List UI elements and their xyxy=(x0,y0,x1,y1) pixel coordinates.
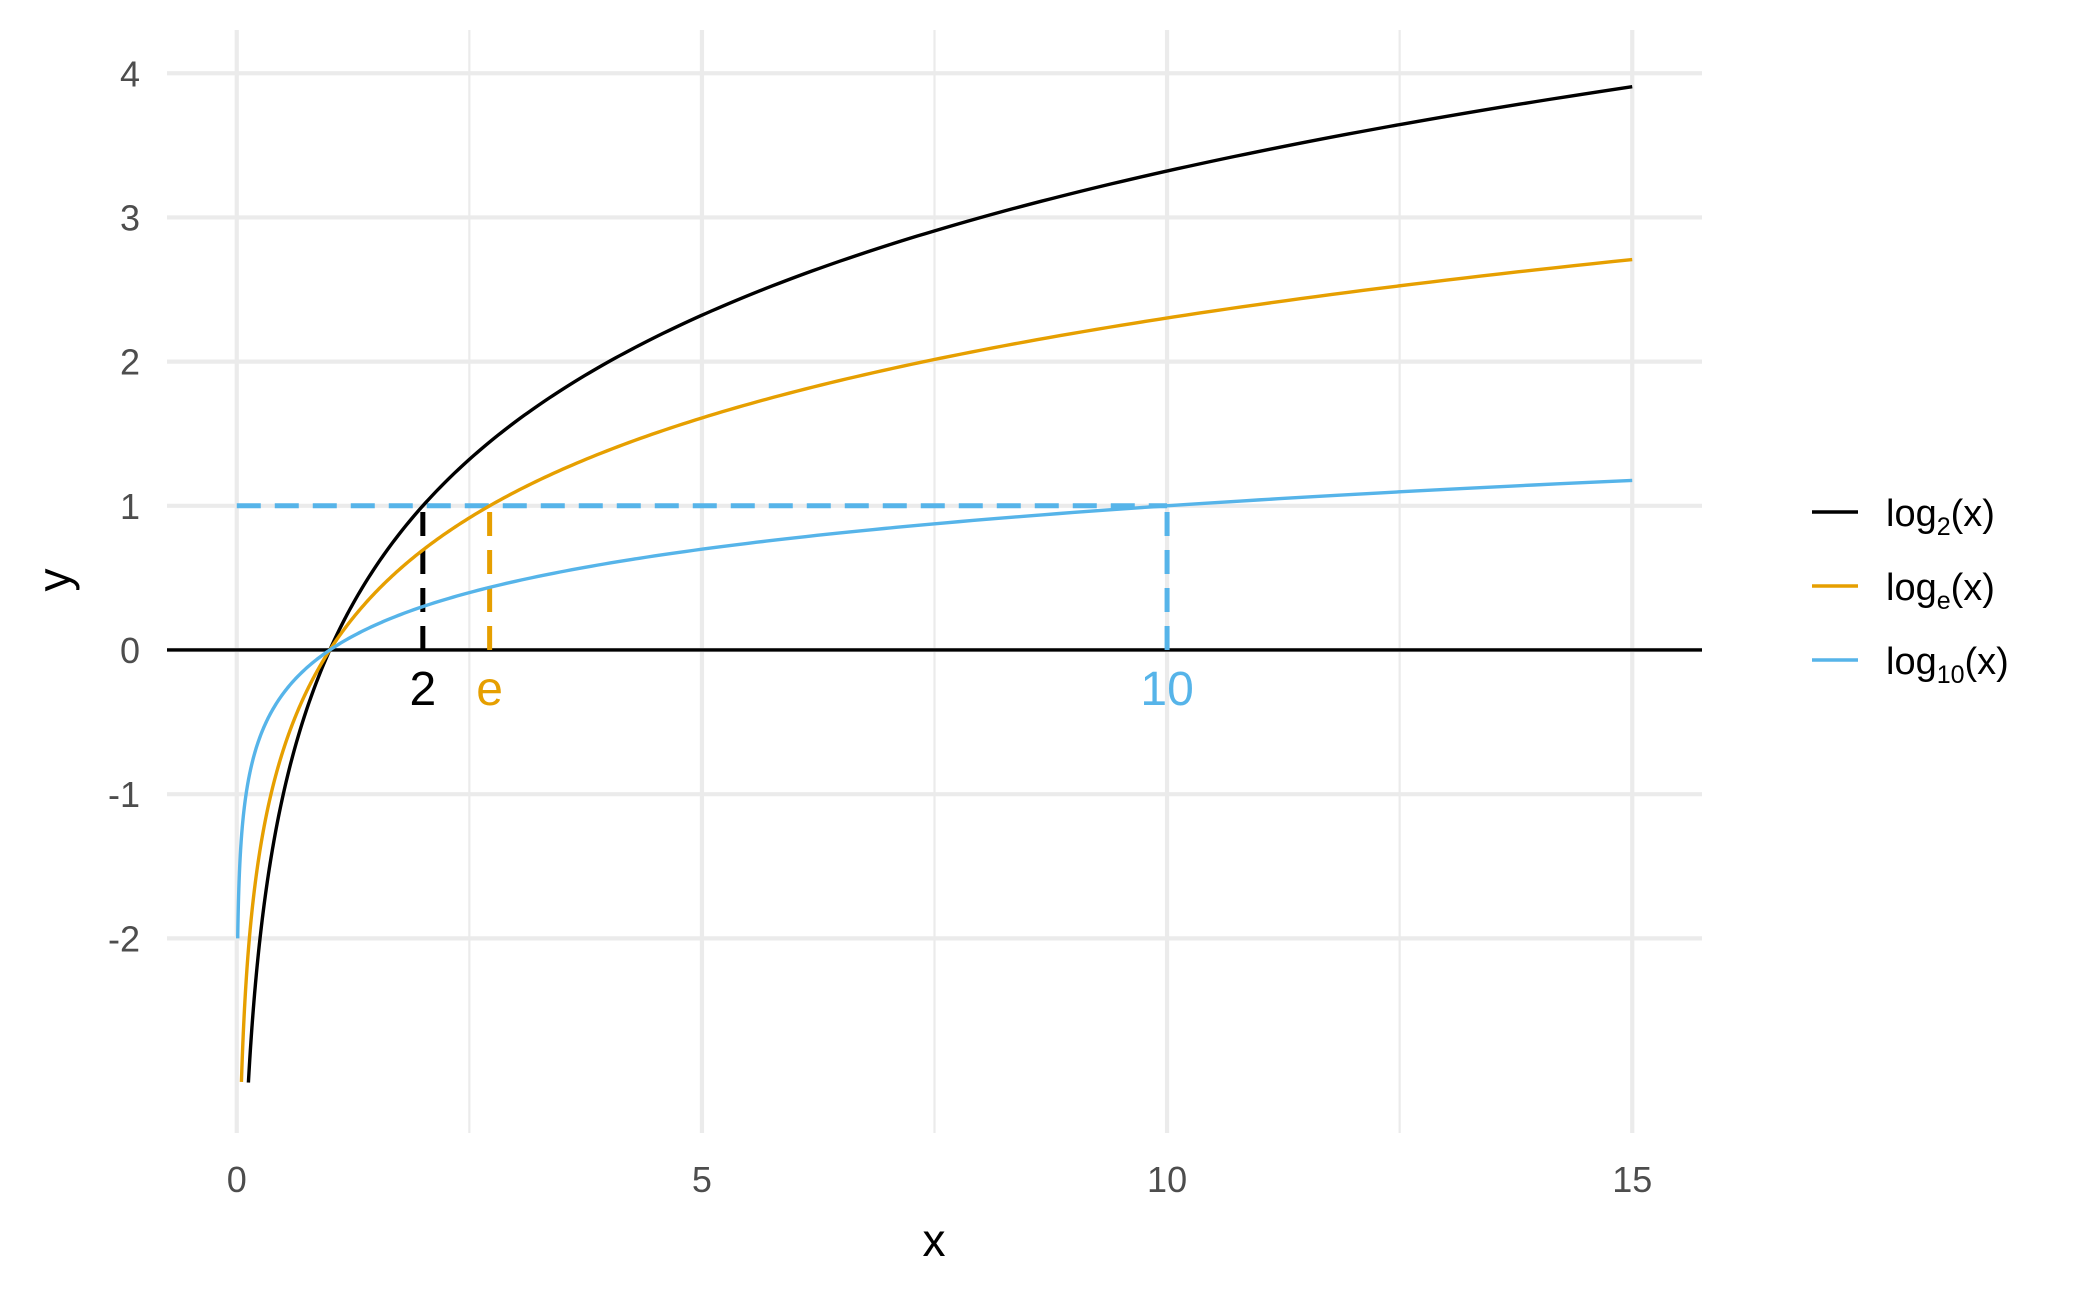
y-tick-label: 1 xyxy=(120,486,140,527)
y-tick-label: -1 xyxy=(108,774,140,815)
tick-labels: 0 5 10 15 -2 -1 0 1 2 3 4 xyxy=(108,53,1652,1200)
x-tick-label: 0 xyxy=(227,1159,247,1200)
legend-label: log10(x) xyxy=(1886,641,2009,689)
x-axis-title: x xyxy=(923,1214,946,1266)
legend: log2(x) loge(x) log10(x) xyxy=(1812,493,2009,689)
y-tick-label: 3 xyxy=(120,197,140,238)
x-tick-label: 15 xyxy=(1612,1159,1652,1200)
y-tick-label: 0 xyxy=(120,630,140,671)
reference-lines xyxy=(167,503,1702,652)
y-tick-label: -2 xyxy=(108,918,140,959)
legend-label: loge(x) xyxy=(1886,567,1995,615)
legend-label: log2(x) xyxy=(1886,493,1995,541)
y-axis-title: y xyxy=(28,569,80,592)
series-lines xyxy=(236,84,1633,1083)
annotation-label: 10 xyxy=(1140,663,1193,716)
x-tick-label: 5 xyxy=(692,1159,712,1200)
annotation-label: 2 xyxy=(409,663,436,716)
series-line-2 xyxy=(246,84,1633,1083)
y-tick-label: 2 xyxy=(120,342,140,383)
y-tick-label: 4 xyxy=(120,53,140,94)
x-tick-label: 10 xyxy=(1147,1159,1187,1200)
annotation-label: e xyxy=(476,663,503,716)
grid xyxy=(167,30,1702,1133)
series-line-e xyxy=(239,257,1633,1082)
annotations: 2 e 10 xyxy=(409,663,1193,716)
series-line-10 xyxy=(236,478,1633,939)
